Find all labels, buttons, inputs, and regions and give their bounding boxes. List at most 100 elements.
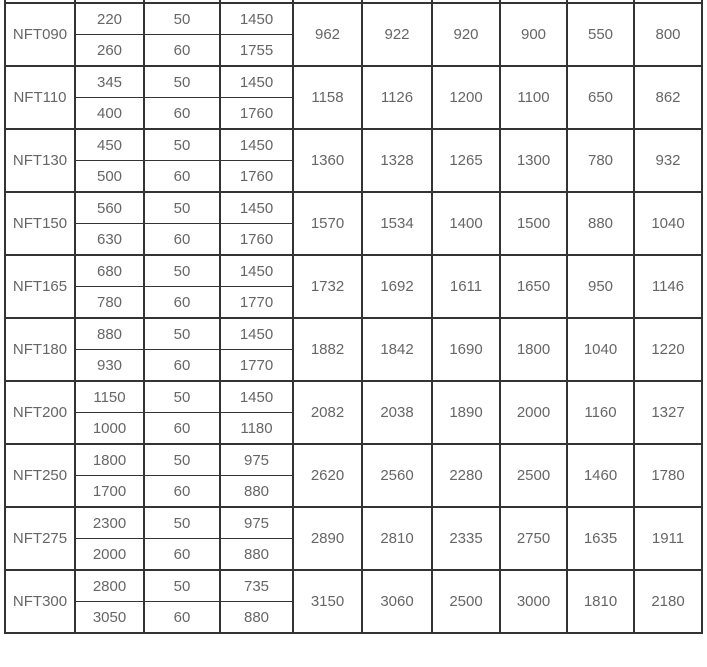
table-row: NFT150 560 50 1450 1570 1534 1400 1500 880 1040 — [4, 191, 703, 256]
table-row: NFT110 345 50 1450 1158 1126 1200 1100 650 862 — [4, 65, 703, 130]
merged-value-cell: 1040 — [633, 191, 703, 256]
merged-value-cell: 1911 — [633, 506, 703, 571]
value-cell: 260 — [74, 34, 145, 67]
value-cell: 1450 — [219, 65, 294, 98]
merged-value-cell: 1200 — [431, 65, 501, 130]
table-container: NFT090 220 50 1450 962 922 920 900 550 800 260 60 17… — [4, 0, 703, 667]
clipped-header-cell — [499, 0, 568, 4]
merged-value-cell: 950 — [566, 254, 635, 319]
value-cell: 975 — [219, 506, 294, 539]
value-cell: 880 — [219, 538, 294, 571]
value-cell: 50 — [143, 254, 221, 287]
merged-value-cell: 2180 — [633, 569, 703, 634]
value-cell: 1450 — [219, 2, 294, 35]
merged-value-cell: 2500 — [499, 443, 568, 508]
clipped-header-cell — [4, 0, 76, 4]
value-cell: 60 — [143, 286, 221, 319]
spec-table-body: NFT090 220 50 1450 962 922 920 900 550 800 260 60 17… — [4, 0, 703, 634]
merged-value-cell: 2810 — [361, 506, 433, 571]
value-cell: 1760 — [219, 160, 294, 193]
merged-value-cell: 900 — [499, 2, 568, 67]
value-cell: 450 — [74, 128, 145, 161]
merged-value-cell: 1300 — [499, 128, 568, 193]
value-cell: 60 — [143, 223, 221, 256]
model-cell: NFT275 — [4, 506, 76, 571]
merged-value-cell: 3060 — [361, 569, 433, 634]
merged-value-cell: 1126 — [361, 65, 433, 130]
value-cell: 1180 — [219, 412, 294, 445]
merged-value-cell: 3000 — [499, 569, 568, 634]
value-cell: 930 — [74, 349, 145, 382]
value-cell: 400 — [74, 97, 145, 130]
model-cell: NFT165 — [4, 254, 76, 319]
table-row: 3050 60 880 — [5, 601, 702, 634]
value-cell: 735 — [219, 569, 294, 602]
table-row: NFT180 880 50 1450 1882 1842 1690 1800 1040 1220 — [4, 317, 703, 382]
value-cell: 2000 — [74, 538, 145, 571]
merged-value-cell: 2335 — [431, 506, 501, 571]
value-cell: 880 — [219, 601, 294, 634]
table-row: 930 60 1770 — [5, 349, 702, 382]
value-cell: 1150 — [74, 380, 145, 413]
merged-value-cell: 2620 — [292, 443, 363, 508]
merged-value-cell: 800 — [633, 2, 703, 67]
merged-value-cell: 1265 — [431, 128, 501, 193]
merged-value-cell: 550 — [566, 2, 635, 67]
clipped-header-cell — [361, 0, 433, 4]
clipped-header-cell — [633, 0, 703, 4]
value-cell: 220 — [74, 2, 145, 35]
value-cell: 1700 — [74, 475, 145, 508]
value-cell: 60 — [143, 412, 221, 445]
value-cell: 2300 — [74, 506, 145, 539]
merged-value-cell: 1146 — [633, 254, 703, 319]
model-cell: NFT090 — [4, 2, 76, 67]
merged-value-cell: 1611 — [431, 254, 501, 319]
merged-value-cell: 2560 — [361, 443, 433, 508]
clipped-header-cell — [566, 0, 635, 4]
merged-value-cell: 780 — [566, 128, 635, 193]
value-cell: 50 — [143, 443, 221, 476]
table-row: NFT165 680 50 1450 1732 1692 1611 1650 950 1146 — [4, 254, 703, 319]
value-cell: 1770 — [219, 286, 294, 319]
value-cell: 2800 — [74, 569, 145, 602]
merged-value-cell: 1534 — [361, 191, 433, 256]
value-cell: 1450 — [219, 191, 294, 224]
merged-value-cell: 1800 — [499, 317, 568, 382]
merged-value-cell: 922 — [361, 2, 433, 67]
merged-value-cell: 1100 — [499, 65, 568, 130]
merged-value-cell: 1635 — [566, 506, 635, 571]
value-cell: 880 — [219, 475, 294, 508]
merged-value-cell: 1220 — [633, 317, 703, 382]
value-cell: 50 — [143, 191, 221, 224]
value-cell: 1450 — [219, 128, 294, 161]
value-cell: 630 — [74, 223, 145, 256]
clipped-header-cell — [74, 0, 145, 4]
merged-value-cell: 1650 — [499, 254, 568, 319]
merged-value-cell: 1160 — [566, 380, 635, 445]
merged-value-cell: 1040 — [566, 317, 635, 382]
table-row: NFT300 2800 50 735 3150 3060 2500 3000 1810 2180 — [4, 569, 703, 634]
value-cell: 680 — [74, 254, 145, 287]
merged-value-cell: 880 — [566, 191, 635, 256]
value-cell: 50 — [143, 506, 221, 539]
merged-value-cell: 1360 — [292, 128, 363, 193]
merged-value-cell: 2500 — [431, 569, 501, 634]
merged-value-cell: 932 — [633, 128, 703, 193]
value-cell: 1800 — [74, 443, 145, 476]
table-row: NFT275 2300 50 975 2890 2810 2335 2750 1635 1911 — [4, 506, 703, 571]
model-cell: NFT300 — [4, 569, 76, 634]
clipped-header-cell — [431, 0, 501, 4]
value-cell: 60 — [143, 97, 221, 130]
table-row: NFT130 450 50 1450 1360 1328 1265 1300 780 932 — [4, 128, 703, 193]
value-cell: 60 — [143, 475, 221, 508]
value-cell: 50 — [143, 128, 221, 161]
model-cell: NFT110 — [4, 65, 76, 130]
merged-value-cell: 650 — [566, 65, 635, 130]
model-cell: NFT130 — [4, 128, 76, 193]
merged-value-cell: 962 — [292, 2, 363, 67]
spec-table: NFT090 220 50 1450 962 922 920 900 550 800 260 60 17… — [4, 0, 703, 634]
value-cell: 975 — [219, 443, 294, 476]
model-cell: NFT180 — [4, 317, 76, 382]
value-cell: 1450 — [219, 317, 294, 350]
table-row: 400 60 1760 — [5, 97, 702, 130]
